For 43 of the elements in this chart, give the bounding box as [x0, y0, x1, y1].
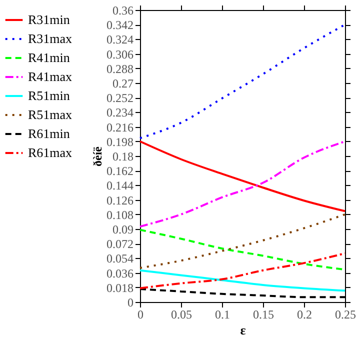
x-tick-label: 0.25	[335, 308, 356, 322]
legend-label: R31max	[28, 31, 73, 46]
legend-label: R61min	[28, 126, 70, 141]
legend-label: R61max	[28, 145, 73, 160]
legend-label: R41max	[28, 69, 73, 84]
y-tick-label: 0.018	[106, 280, 134, 295]
y-tick-label: 0.324	[106, 32, 134, 47]
y-tick-label: 0.036	[106, 266, 134, 280]
line-series	[139, 213, 346, 269]
y-tick-label: 0.144	[106, 178, 134, 193]
x-axis-title: ε	[240, 322, 246, 338]
y-tick-label: 0.162	[106, 164, 134, 178]
y-tick-label: 0.27	[112, 76, 134, 90]
line-series	[139, 140, 346, 212]
y-tick-label: 0.198	[106, 134, 134, 149]
y-tick-label: 0.054	[106, 252, 134, 266]
y-tick-label: 0.306	[106, 47, 134, 62]
line-series	[139, 24, 346, 140]
y-tick-label: 0.288	[106, 62, 134, 76]
legend-label: R51max	[28, 107, 73, 122]
x-tick-label: 0	[138, 308, 144, 322]
legend-label: R51min	[28, 88, 70, 103]
legend-label: R41min	[28, 50, 70, 65]
x-tick-label: 0.2	[297, 308, 312, 322]
x-tick-label: 0.05	[171, 308, 192, 322]
y-tick-label: 0.09	[112, 222, 134, 236]
y-tick-label: 0.342	[106, 18, 134, 32]
y-tick-label: 0.216	[106, 120, 134, 134]
y-tick-label: 0.36	[112, 4, 134, 18]
y-tick-label: 0	[128, 296, 134, 310]
y-tick-label: 0.18	[112, 150, 134, 164]
y-tick-label: 0.072	[106, 237, 134, 252]
y-tick-label: 0.126	[106, 193, 134, 208]
y-axis-title: ðèíë	[90, 146, 104, 166]
legend-label: R31min	[28, 12, 70, 27]
line-series	[139, 140, 346, 228]
x-tick-label: 0.1	[215, 308, 230, 322]
y-tick-label: 0.252	[106, 91, 134, 106]
y-tick-label: 0.108	[106, 208, 134, 222]
y-tick-label: 0.234	[106, 106, 134, 120]
line-series	[139, 269, 346, 292]
line-series	[139, 252, 346, 290]
x-tick-label: 0.15	[253, 308, 274, 322]
